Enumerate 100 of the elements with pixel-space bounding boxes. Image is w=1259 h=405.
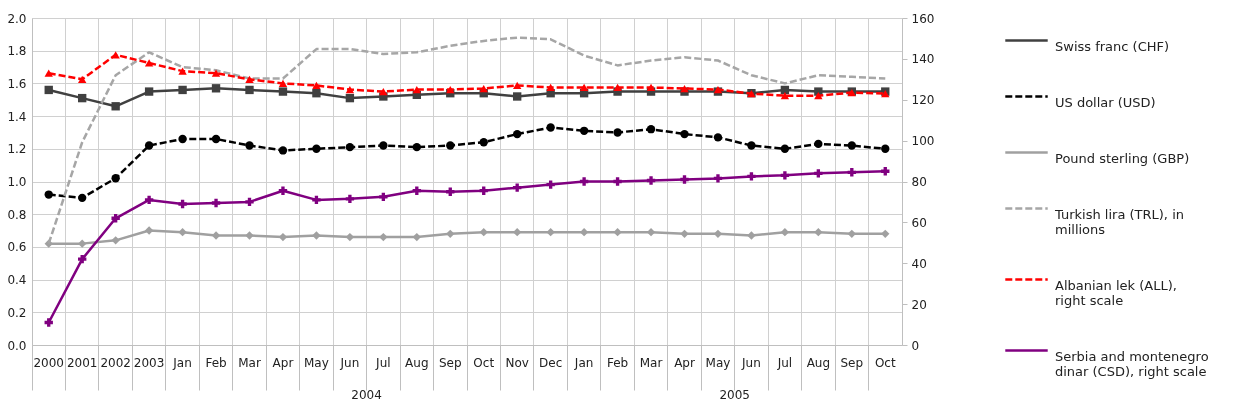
x-tick-label: Apr <box>674 355 695 370</box>
point <box>513 228 522 237</box>
point <box>479 138 488 147</box>
point <box>278 79 288 88</box>
y2-tick-label: 140 <box>911 52 935 67</box>
point <box>579 177 589 186</box>
x-tick-label: Sep <box>840 355 864 370</box>
x-tick-label: Nov <box>505 355 529 370</box>
point <box>211 69 221 77</box>
point <box>446 85 455 94</box>
point <box>44 69 53 77</box>
point <box>412 232 421 242</box>
y2-tick-label: 40 <box>911 256 927 271</box>
point <box>78 75 87 83</box>
point <box>78 93 87 103</box>
y2-tick-label: 160 <box>911 11 935 26</box>
point <box>579 126 589 135</box>
point <box>178 134 187 144</box>
x-tick-label: Apr <box>272 355 294 370</box>
y-tick-label: 0.8 <box>7 207 27 222</box>
x-tick-label: 2000 <box>33 355 64 370</box>
legend-label: Pound sterling (GBP) <box>1055 150 1190 166</box>
x-tick-label: Feb <box>606 355 629 370</box>
point <box>78 193 87 203</box>
point <box>780 171 790 180</box>
x-tick-label: Aug <box>806 355 831 370</box>
point <box>111 236 120 245</box>
point <box>245 231 254 240</box>
legend-label: Albanian lek (ALL), right scale <box>1055 277 1177 308</box>
point <box>412 142 421 152</box>
point <box>144 59 154 67</box>
point <box>379 192 388 202</box>
legend-label: Swiss franc (CHF) <box>1055 38 1170 54</box>
x-tick-label: Jan <box>573 355 594 370</box>
point <box>111 174 120 183</box>
point <box>814 169 823 178</box>
x-tick-label: 2002 <box>100 355 131 370</box>
point <box>680 129 689 139</box>
point <box>546 123 555 132</box>
point <box>747 141 756 150</box>
point <box>379 141 388 150</box>
point <box>144 87 154 96</box>
point <box>211 231 221 240</box>
y-tick-label: 2.0 <box>7 11 27 26</box>
point <box>513 129 522 139</box>
x-tick-label: Mar <box>639 355 663 370</box>
point <box>546 228 555 237</box>
point <box>747 172 756 181</box>
x-tick-label: 2003 <box>133 355 165 370</box>
point <box>345 85 355 94</box>
point <box>178 67 187 75</box>
x-tick-label: Jun <box>339 355 360 370</box>
y2-tick-label: 20 <box>911 297 927 312</box>
point <box>345 194 355 204</box>
point <box>78 239 87 248</box>
x-tick-label: Mar <box>238 355 261 370</box>
point <box>211 198 221 208</box>
x-tick-label: Aug <box>405 355 429 370</box>
x-tick-label: May <box>705 355 731 370</box>
point <box>680 229 689 238</box>
point <box>312 195 321 205</box>
point <box>412 85 421 94</box>
point <box>513 92 522 101</box>
x-tick-label: Oct <box>473 355 495 370</box>
y2-tick-label: 0 <box>911 338 920 353</box>
point <box>44 318 53 327</box>
x-tick-label: Dec <box>539 355 563 370</box>
x-tick-label: Jul <box>776 355 793 370</box>
text: 2004 <box>351 388 382 402</box>
point <box>379 232 388 242</box>
y2-tick-label: 60 <box>911 215 927 230</box>
point <box>345 93 355 103</box>
point <box>513 183 522 192</box>
point <box>312 231 321 240</box>
point <box>278 186 288 195</box>
point <box>780 144 790 153</box>
point <box>814 92 823 100</box>
point <box>713 133 723 142</box>
point <box>178 199 187 209</box>
y-tick-label: 0.4 <box>7 273 27 288</box>
point <box>847 141 856 150</box>
point <box>178 228 187 237</box>
point <box>111 102 120 111</box>
point <box>111 214 120 223</box>
point <box>44 190 53 199</box>
point <box>178 85 187 95</box>
x-tick-label: Sep <box>438 355 462 370</box>
x-tick-label: Oct <box>874 355 896 370</box>
point <box>814 228 823 237</box>
point <box>546 83 555 92</box>
point <box>780 92 790 100</box>
point <box>613 177 622 186</box>
y-tick-label: 1.8 <box>7 44 27 59</box>
x-tick-label: Feb <box>205 355 227 370</box>
point <box>144 226 154 235</box>
x-tick-label: Jan <box>172 355 192 370</box>
point <box>312 144 321 153</box>
point <box>479 228 488 237</box>
x-tick-label: Jun <box>741 355 761 370</box>
y-tick-label: 0.6 <box>7 240 27 255</box>
